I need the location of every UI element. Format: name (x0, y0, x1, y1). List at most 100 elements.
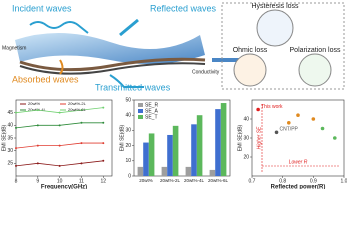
y-tick-label: 20 (125, 143, 131, 149)
point (36, 144, 39, 147)
y-axis-label: EMI SE(dB) (237, 124, 243, 151)
x-tick-label: 0.8 (279, 178, 286, 184)
y-tick-label: 50 (125, 97, 131, 103)
point (320, 126, 325, 131)
bar (215, 109, 221, 176)
bar (148, 133, 155, 176)
y-tick-label: 35 (7, 135, 13, 141)
legend-swatch (138, 109, 143, 113)
point (102, 106, 105, 109)
label: Reflected waves (150, 3, 217, 13)
label: Absorbed waves (12, 74, 79, 84)
y-axis-label: EMI SE(dB) (119, 124, 125, 151)
label: Transmitted waves (95, 82, 171, 92)
annotation: Higher SE (256, 126, 262, 149)
bar (196, 115, 203, 176)
y-tick-label: 25 (7, 161, 13, 167)
point (296, 113, 300, 117)
point (15, 126, 17, 129)
bar (143, 142, 149, 176)
legend-swatch (138, 103, 143, 107)
polarization-icon (298, 53, 332, 87)
graphical-abstract: Incident waves Reflected waves Absorbed … (1, 2, 347, 189)
y-tick-label: 20 (243, 154, 249, 160)
x-tick-label: 0.9 (310, 178, 317, 184)
x-tick-label: 8 (15, 178, 18, 184)
x-tick-label: 1.0 (341, 178, 347, 184)
mechanism-box (221, 2, 345, 90)
y-tick-label: 45 (7, 110, 13, 116)
ohmic-icon (233, 53, 267, 87)
label: Magnetism (2, 45, 26, 51)
shield-sheet (15, 32, 205, 64)
legend-label: 20wt% (28, 101, 40, 106)
bar (220, 103, 227, 176)
legend-label: SE_R (145, 102, 158, 108)
y-tick-label: 30 (7, 148, 13, 154)
point (36, 162, 39, 165)
point (256, 107, 260, 112)
point (15, 164, 17, 167)
bar (167, 134, 173, 176)
x-tick-label: 12 (100, 178, 106, 184)
x-tick-label: 20wt%-2L (160, 178, 181, 183)
incident-arrow (29, 21, 89, 34)
x-tick-label: 20wt%-6L (208, 178, 229, 183)
point (58, 164, 61, 167)
label: Incident waves (12, 3, 72, 13)
point (36, 109, 39, 112)
legend-label: 20wt%-2L (68, 101, 87, 106)
plot-frame (133, 99, 231, 177)
y-axis-label: EMI SE(dB) (1, 124, 7, 151)
shield-layer (19, 57, 206, 72)
point (287, 121, 291, 125)
legend-label: SE_A (145, 108, 158, 114)
point (15, 111, 17, 114)
label: Hysteresis loss (251, 3, 299, 10)
bar (191, 124, 197, 176)
y-tick-label: 10 (125, 158, 131, 164)
point-label: CNT/PP (280, 127, 299, 133)
y-tick-label: 40 (7, 123, 13, 129)
bar (185, 166, 192, 176)
x-tick-label: 20wt%-4L (184, 178, 205, 183)
y-tick-label: 30 (125, 128, 131, 134)
legend-swatch (138, 115, 143, 119)
point (80, 109, 83, 112)
point (311, 117, 316, 121)
y-tick-label: 30 (243, 135, 249, 141)
x-tick-label: 9 (36, 178, 39, 184)
bar (161, 166, 168, 176)
x-tick-label: 10 (57, 178, 63, 184)
bar (172, 125, 179, 176)
point (36, 124, 39, 127)
legend-label: SE_T (145, 114, 158, 120)
x-axis-label: Reflected power(R) (271, 185, 326, 189)
point (58, 111, 61, 114)
reflected-arrow (119, 18, 139, 37)
transmitted-arrow (109, 74, 144, 88)
x-axis-label: Frequency(GHz) (41, 185, 87, 189)
bar (137, 166, 144, 176)
point (102, 142, 105, 145)
point (80, 162, 83, 165)
shield-layer (19, 62, 206, 75)
x-tick-label: 20wt% (139, 178, 153, 183)
point (58, 144, 61, 147)
legend-label: 20wt%-6L (68, 107, 87, 112)
label: Ohmic loss (233, 47, 268, 54)
point (102, 159, 105, 162)
point (58, 124, 61, 127)
bar (209, 169, 216, 176)
point (102, 121, 105, 124)
x-tick-label: 11 (79, 178, 84, 184)
point (80, 121, 83, 124)
x-tick-label: 0.7 (249, 178, 256, 184)
y-tick-label: 40 (243, 116, 249, 122)
label: Conductivity (192, 69, 220, 75)
annotation: Lower R (289, 159, 308, 165)
point (274, 130, 279, 135)
point (333, 136, 337, 140)
point-label: This work (261, 104, 283, 110)
point (80, 142, 83, 145)
